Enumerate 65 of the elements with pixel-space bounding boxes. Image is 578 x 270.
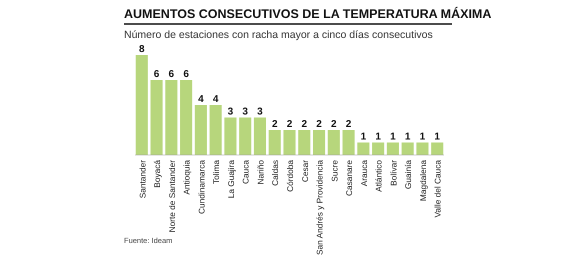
x-tick-label: Magdalena xyxy=(418,160,428,202)
data-label: 6 xyxy=(183,69,190,80)
x-tick-label: Casanare xyxy=(344,160,354,196)
x-tick-label: Atlántico xyxy=(374,160,384,192)
x-tick-label: Cesar xyxy=(300,160,310,182)
data-label: 1 xyxy=(375,132,382,142)
x-tick-label: Antioquia xyxy=(182,160,192,195)
bar xyxy=(283,130,296,155)
data-label: 6 xyxy=(154,69,160,80)
bar xyxy=(268,130,281,155)
bar xyxy=(254,118,266,155)
bar xyxy=(180,80,192,155)
bar xyxy=(239,118,252,155)
data-label: 1 xyxy=(390,132,396,142)
data-label: 4 xyxy=(198,94,204,105)
x-tick-label: Guainía xyxy=(403,160,414,190)
x-tick-label: Norte de Santander xyxy=(166,160,177,232)
bar xyxy=(210,105,222,155)
x-tick-label: Boyacá xyxy=(152,160,162,188)
x-tick-label: Valle del Cauca xyxy=(432,160,443,218)
x-tick-label: Córdoba xyxy=(285,160,295,192)
data-label: 8 xyxy=(139,44,146,55)
x-tick-label: Cauca xyxy=(240,160,251,184)
data-label: 1 xyxy=(360,132,367,142)
x-tick-label: Tolima xyxy=(211,160,222,184)
bar xyxy=(298,130,310,155)
bar xyxy=(312,130,326,155)
bar xyxy=(402,142,414,155)
bar xyxy=(328,130,340,155)
data-label: 2 xyxy=(331,119,338,130)
x-tick-label: Santander xyxy=(137,160,148,198)
data-label: 1 xyxy=(434,132,440,142)
chart-title: AUMENTOS CONSECUTIVOS DE LA TEMPERATURA MÁXIMA xyxy=(124,6,492,21)
bar xyxy=(416,142,428,155)
x-tick-label: Bolívar xyxy=(388,160,398,186)
data-label: 4 xyxy=(212,94,219,105)
bar xyxy=(224,118,236,155)
bar xyxy=(136,55,148,155)
x-tick-label: Cundinamarca xyxy=(196,160,206,214)
data-label: 2 xyxy=(316,119,322,130)
data-label: 3 xyxy=(257,106,264,118)
x-tick-label: Nariño xyxy=(255,160,266,184)
data-label: 6 xyxy=(168,69,175,80)
bar xyxy=(386,142,399,155)
bar xyxy=(150,80,163,155)
x-tick-label: Caldas xyxy=(270,160,280,186)
data-label: 1 xyxy=(404,132,411,142)
x-tick-label: Sucre xyxy=(329,160,340,182)
x-tick-label: San Andrés y Providencia xyxy=(314,160,325,256)
bar xyxy=(431,142,444,155)
data-label: 2 xyxy=(346,119,352,130)
x-tick-label: Arauca xyxy=(358,160,369,186)
data-label: 2 xyxy=(272,119,278,130)
bar xyxy=(342,130,355,155)
bar xyxy=(357,142,370,155)
data-label: 1 xyxy=(420,132,426,142)
data-label: 3 xyxy=(228,106,234,118)
chart-subtitle: Número de estaciones con racha mayor a cinco días consecutivos xyxy=(124,29,433,41)
data-label: 2 xyxy=(286,119,293,130)
data-label: 2 xyxy=(301,119,308,130)
bar xyxy=(194,105,207,155)
bar xyxy=(372,142,384,155)
bar xyxy=(165,80,178,155)
x-tick-label: La Guajira xyxy=(226,160,236,198)
data-label: 3 xyxy=(242,106,248,118)
